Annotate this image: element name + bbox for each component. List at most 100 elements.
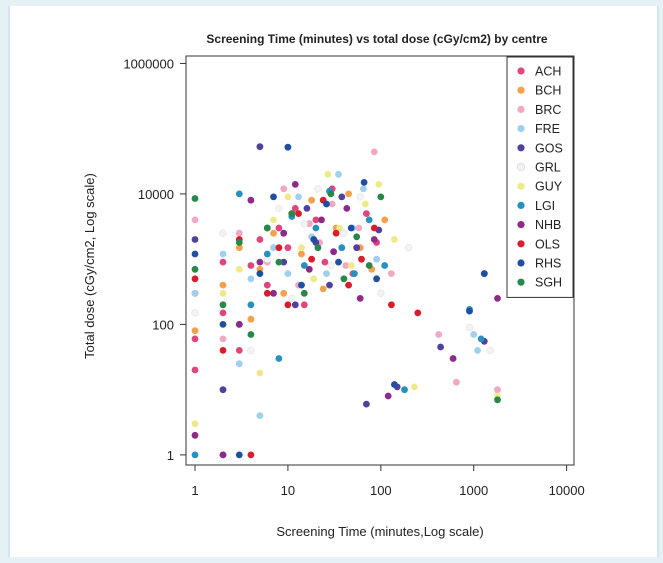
data-point-grl [191,309,199,317]
data-point-lgi [381,262,389,269]
data-point-bch [308,196,315,204]
data-point-nhb [370,236,378,243]
data-point-guy [270,216,277,224]
data-point-gos [280,258,288,266]
data-point-brc [494,386,501,394]
data-point-ols [275,244,283,252]
legend-marker-bch [517,86,525,94]
data-point-brc [219,335,227,343]
data-point-rhs [480,270,488,277]
data-point-bch [247,315,255,323]
data-point-ach [300,301,308,309]
data-point-bch [319,285,327,293]
data-point-nhb [356,295,364,302]
data-point-ach [235,347,243,354]
data-point-gos [363,400,370,408]
data-point-bch [381,216,389,224]
data-point-ach [291,205,299,212]
data-point-guy [284,193,292,201]
legend-marker-brc [517,105,525,113]
data-point-rhs [235,451,243,459]
legend-label-guy: GUY [535,180,563,194]
data-point-gos [326,281,333,289]
data-point-ols [358,255,365,263]
legend-label-sgh: SGH [535,276,562,290]
data-point-fre [256,412,264,419]
data-point-bch [270,229,277,237]
data-point-fre [191,289,199,297]
data-point-grl [300,220,308,228]
legend-marker-nhb [517,221,525,229]
legend-marker-lgi [517,201,525,209]
plot-area [185,55,575,466]
data-point-gos [191,236,199,243]
legend-marker-sgh [517,278,525,286]
data-point-rhs [284,143,292,151]
data-point-sgh [263,224,271,232]
data-point-ols [414,309,422,317]
data-point-brc [355,224,363,232]
data-point-rhs [347,224,355,232]
legend-label-ols: OLS [535,237,560,251]
data-point-fre [284,270,292,277]
data-point-brc [342,262,350,269]
data-point-grl [405,244,413,252]
data-point-guy [219,289,227,297]
data-point-ach [284,244,292,252]
data-point-bch [280,289,288,297]
data-point-guy [310,275,318,283]
data-point-bch [219,281,227,289]
data-point-sgh [300,289,308,297]
x-axis: 1 10 100 1000 10000 [191,465,585,498]
legend-label-lgi: LGI [535,199,555,213]
data-point-rhs [466,307,473,315]
data-point-lgi [477,335,485,343]
legend-marker-ols [517,240,525,248]
x-tick-label: 10000 [549,483,585,498]
data-point-guy [391,236,398,243]
data-point-gos [256,143,264,151]
data-point-fre [235,360,243,368]
data-point-fre [474,347,481,354]
data-point-rhs [360,179,368,186]
x-tick-label: 10 [281,483,295,498]
legend-box [506,56,574,298]
data-point-ols [247,451,255,459]
data-point-sgh [327,190,335,198]
data-point-grl [340,229,348,237]
data-point-rhs [219,321,227,328]
data-point-ols [370,224,378,232]
data-point-bch [298,250,305,258]
data-point-nhb [330,248,337,256]
data-point-lgi [365,216,373,224]
data-point-guy [191,420,199,428]
legend-label-brc: BRC [535,103,561,117]
legend-marker-ach [517,67,525,75]
data-point-fre [219,250,227,258]
data-point-ols [345,281,352,289]
legend-label-fre: FRE [535,122,560,136]
scatter-chart: Screening Time (minutes) vs total dose (… [82,32,585,539]
legend-marker-fre [517,125,525,133]
data-point-sgh [191,195,199,202]
data-point-grl [327,261,335,270]
data-point-lgi [401,386,408,394]
data-point-lgi [247,301,255,309]
data-point-brc [388,270,395,277]
data-point-guy [411,383,418,391]
data-point-grl [314,185,322,193]
data-point-guy [336,224,343,232]
legend-label-bch: BCH [535,84,561,98]
data-point-fre [247,275,255,283]
data-point-ach [321,258,329,266]
legend-label-rhs: RHS [535,257,561,271]
data-point-rhs [373,275,380,283]
data-point-sgh [377,193,385,201]
legend-marker-gos [517,144,525,152]
data-point-ach [247,262,255,269]
data-point-ols [219,347,227,354]
data-point-lgi [275,355,283,362]
data-point-nhb [235,321,243,328]
data-point-ach [219,258,227,266]
data-point-sgh [288,210,296,218]
